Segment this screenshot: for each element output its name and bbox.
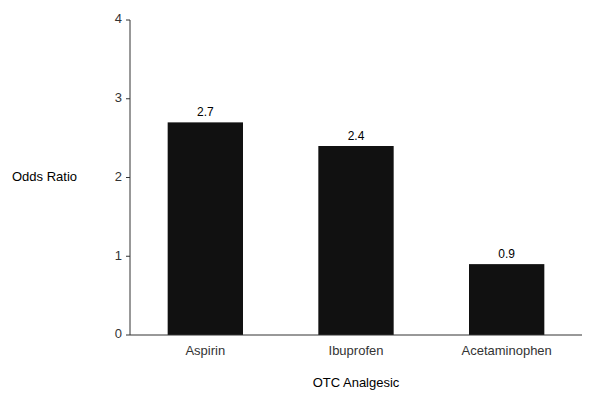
chart-svg: 0 1 2 3 4 Aspirin Ibuprofen Acetaminophen 2.7 2.4… [0, 0, 600, 413]
x-tick-label: Aspirin [185, 343, 225, 358]
x-tick-label: Acetaminophen [461, 343, 551, 358]
y-tick-label: 4 [115, 11, 122, 26]
data-label: 0.9 [498, 247, 515, 261]
y-tick [126, 20, 130, 21]
chart-container: 0 1 2 3 4 Aspirin Ibuprofen Acetaminophen 2.7 2.4… [0, 0, 600, 413]
data-label: 2.4 [348, 129, 365, 143]
bars [168, 122, 545, 335]
x-tick-label: Ibuprofen [329, 343, 384, 358]
y-tick [126, 256, 130, 257]
data-label: 2.7 [197, 105, 214, 119]
y-tick [126, 335, 130, 336]
y-tick-label: 3 [115, 90, 122, 105]
y-tick [126, 177, 130, 178]
x-axis-label: OTC Analgesic [313, 375, 400, 390]
bar [168, 122, 243, 335]
x-axis-line [130, 335, 582, 336]
y-tick-label: 0 [115, 326, 122, 341]
y-tick [126, 98, 130, 99]
bar [318, 146, 393, 335]
y-axis-label: Odds Ratio [12, 169, 77, 184]
y-tick-label: 1 [115, 248, 122, 263]
bar [469, 264, 544, 335]
background [0, 0, 600, 413]
y-tick-label: 2 [115, 169, 122, 184]
